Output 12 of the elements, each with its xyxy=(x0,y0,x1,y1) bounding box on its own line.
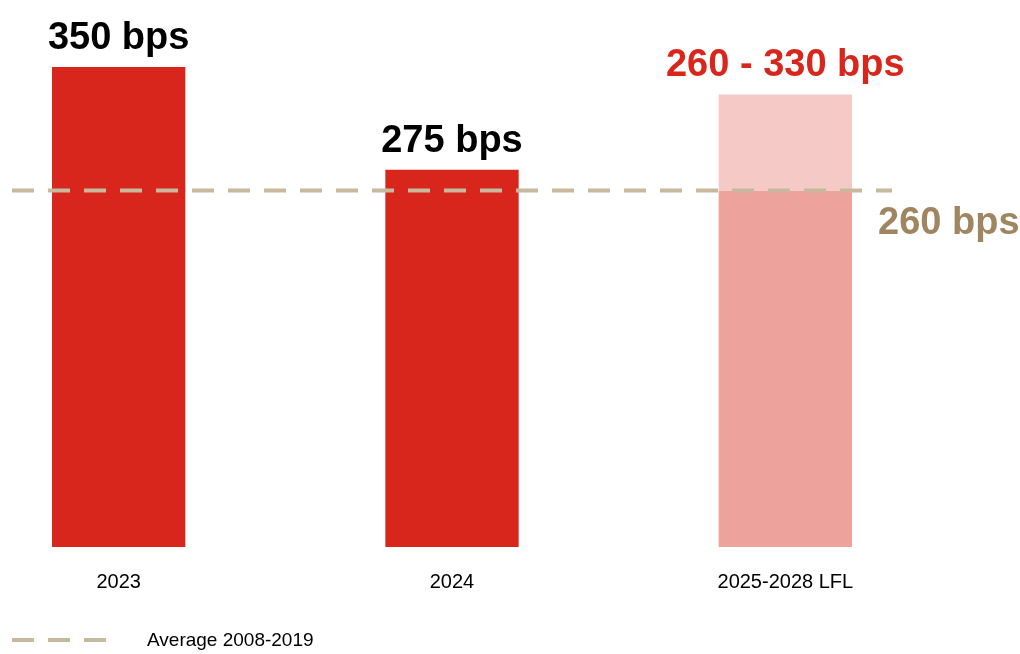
data-label: 350 bps xyxy=(47,15,190,57)
text: Average 2008-2019 xyxy=(147,629,314,650)
ref-line-label: 260 bps xyxy=(878,200,1020,243)
bar xyxy=(52,67,186,547)
bar xyxy=(385,169,519,547)
x-tick-label: 2023 xyxy=(96,569,141,592)
bar xyxy=(718,94,852,191)
annotation: 260 - 330 bps xyxy=(665,42,905,85)
bar xyxy=(718,190,852,547)
x-tick-label: 2024 xyxy=(429,569,475,592)
data-label: 275 bps xyxy=(381,117,523,160)
x-tick-label: 2025-2028 LFL xyxy=(717,569,854,592)
